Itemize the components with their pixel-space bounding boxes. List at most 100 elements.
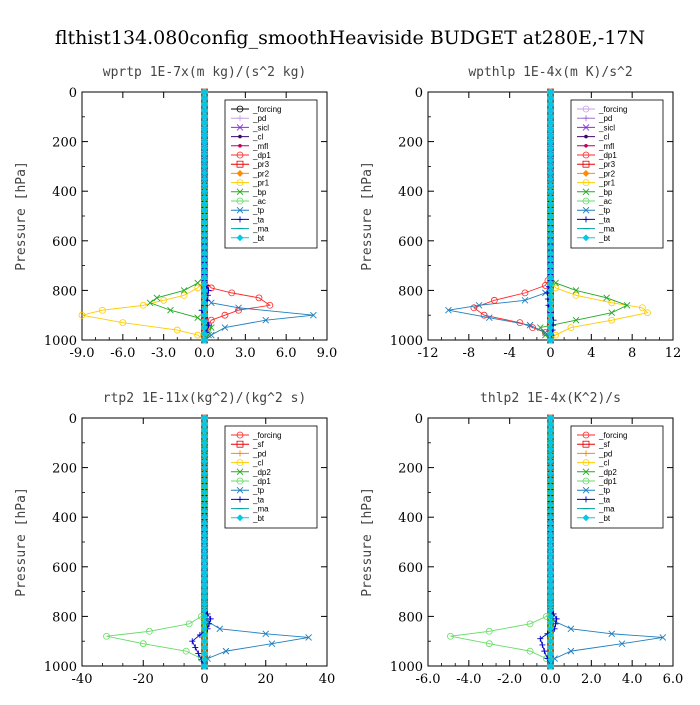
data-point [103, 632, 110, 640]
series-dp1 [447, 414, 554, 670]
legend-label: _pd [252, 449, 266, 458]
legend-marker [583, 496, 589, 503]
legend-marker [237, 496, 243, 503]
legend-marker [236, 197, 244, 205]
legend-marker [237, 450, 243, 457]
legend-item: _ac [577, 197, 612, 206]
legend-item: _ma [231, 225, 269, 234]
legend: _forcing_pd_sicl_cl_mfl_dp1_pr3_pr2_pr1_… [224, 99, 318, 249]
data-point [194, 284, 202, 292]
legend-marker [236, 160, 244, 168]
x-tick-label: 40 [319, 672, 336, 687]
x-tick-label: 6.0 [663, 672, 684, 687]
data-point [204, 610, 211, 617]
data-point [185, 620, 193, 628]
legend-marker [236, 206, 244, 214]
data-point [167, 306, 174, 314]
data-point [180, 291, 188, 299]
data-point [603, 294, 610, 302]
legend-label: _pr1 [598, 179, 616, 188]
y-tick-label: 0 [69, 86, 77, 101]
legend-item: _bt [577, 234, 611, 243]
x-tick-label: -8 [462, 346, 475, 361]
x-tick-label: 0.0 [194, 346, 215, 361]
legend-item: _tp [577, 206, 611, 215]
data-point [572, 287, 580, 294]
data-point [544, 289, 551, 296]
legend-item: _sf [577, 440, 610, 449]
legend-marker [582, 169, 590, 177]
legend-item: _pd [231, 114, 266, 123]
data-point [194, 314, 202, 321]
data-point [521, 289, 529, 297]
legend-box [570, 425, 664, 529]
series-tp [445, 88, 554, 344]
data-point [99, 306, 106, 314]
series-line [450, 418, 551, 667]
legend-item: _pd [231, 449, 266, 458]
legend-label: _pd [598, 114, 612, 123]
legend-marker [236, 105, 244, 113]
x-tick-label: -4.0 [456, 672, 481, 687]
legend-marker [236, 234, 244, 242]
legend-item: _sicl [577, 123, 615, 132]
data-point [447, 632, 454, 640]
data-point [485, 314, 493, 321]
legend-item: _bp [577, 188, 613, 197]
y-axis-label: Pressure [hPa] [14, 487, 29, 597]
data-point [608, 309, 616, 317]
legend-item: _bt [231, 234, 265, 243]
data-point [255, 294, 263, 302]
y-tick-label: 600 [52, 561, 77, 576]
legend-marker [583, 115, 589, 122]
y-tick-label: 1000 [390, 660, 423, 675]
legend-marker [236, 124, 244, 131]
data-point [572, 291, 580, 299]
legend-item: _dp2 [577, 468, 617, 477]
legend-marker [236, 514, 244, 522]
y-tick-label: 1000 [44, 660, 77, 675]
legend-item: _tp [231, 486, 265, 495]
legend-marker [582, 514, 590, 522]
legend-label: _dp1 [598, 151, 617, 160]
data-point [644, 309, 651, 317]
y-tick-label: 800 [398, 610, 423, 625]
legend-item: _pr1 [577, 179, 616, 188]
legend-item: _tp [577, 486, 611, 495]
data-point [180, 287, 188, 294]
legend-marker [238, 144, 242, 148]
legend: _forcing_sf_pd_cl_dp2_dp1_tp_ta_ma_bt [570, 425, 664, 529]
x-tick-label: -9.0 [69, 346, 94, 361]
series-pr1 [78, 88, 208, 344]
x-tick-label: -12 [418, 346, 439, 361]
x-tick-label: 12 [665, 346, 682, 361]
legend-marker [236, 169, 244, 177]
x-tick-label: -4 [503, 346, 516, 361]
data-point [547, 662, 554, 670]
series-dp1 [103, 414, 208, 670]
y-tick-label: 600 [52, 235, 77, 250]
legend-label: _sf [598, 440, 610, 449]
data-point [195, 650, 202, 657]
legend-item: _pd [577, 449, 612, 458]
legend-item: _dp1 [577, 477, 617, 486]
data-point [485, 640, 493, 648]
data-point [119, 319, 127, 327]
legend-label: _ta [252, 215, 265, 224]
data-point [207, 299, 215, 307]
chart-panel-4: thlp2 1E-4x(K^2)/s -6.0 -4.0 -2.0 0.0 2.0 4.0 6… [360, 391, 683, 687]
series-bt [547, 88, 554, 344]
legend-item: _forcing [231, 431, 281, 440]
legend-marker [584, 134, 588, 139]
x-tick-label: 6.0 [276, 346, 297, 361]
legend-label: _ma [598, 505, 615, 514]
y-tick-label: 400 [52, 185, 77, 200]
x-tick-label: 3.0 [235, 346, 256, 361]
legend-item: _ma [577, 505, 615, 514]
legend-label: _dp2 [252, 468, 271, 477]
data-point [221, 311, 229, 319]
chart-title: thlp2 1E-4x(K^2)/s [480, 391, 621, 406]
x-tick-label: 4.0 [622, 672, 643, 687]
x-tick-label: 2.0 [581, 672, 602, 687]
legend-marker [236, 477, 244, 485]
